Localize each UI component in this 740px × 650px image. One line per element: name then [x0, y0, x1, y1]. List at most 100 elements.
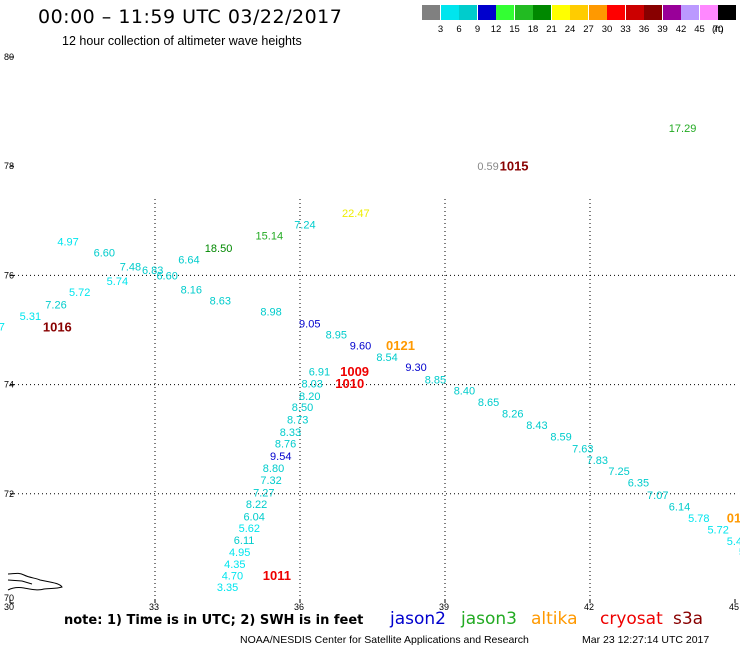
- wave-height-label: 8.59: [550, 431, 571, 443]
- pressure-label: 012: [727, 510, 740, 525]
- wave-height-label: 8.80: [263, 463, 284, 475]
- legend-swatch: [422, 5, 440, 20]
- wave-height-label: 5.62: [239, 523, 260, 535]
- wave-height-label: 8.16: [181, 285, 202, 297]
- satellite-cryosat: cryosat: [600, 609, 663, 629]
- wave-height-label: 15.14: [256, 231, 284, 243]
- wave-height-label: 9.60: [350, 340, 371, 352]
- wave-height-label: 8.20: [299, 391, 320, 403]
- wave-height-label: 8.03: [301, 379, 322, 391]
- pressure-label: 1009: [340, 364, 369, 379]
- lon-tick-label: 42: [584, 602, 594, 612]
- wave-height-label: 7.07: [647, 490, 668, 502]
- legend-unit: (ft): [712, 24, 724, 35]
- wave-height-label: 6.60: [94, 247, 115, 259]
- wave-height-label: 7.26: [45, 299, 66, 311]
- wave-height-label: 6.14: [669, 501, 690, 513]
- wave-height-label: 8.22: [246, 499, 267, 511]
- legend-label: 27: [583, 24, 594, 35]
- legend-label: 21: [546, 24, 557, 35]
- wave-height-label: 8.85: [425, 375, 446, 387]
- wave-height-label: 5.72: [707, 524, 728, 536]
- legend-swatch: [514, 5, 533, 20]
- wave-height-label: 17.29: [669, 123, 697, 135]
- wave-height-label: 22.47: [342, 208, 370, 220]
- wave-height-label: 6.83: [142, 265, 163, 277]
- wave-height-label: 0.59: [477, 161, 498, 173]
- lat-tick-label: 80: [4, 52, 14, 62]
- wave-height-label: 5.57: [0, 322, 5, 334]
- wave-height-label: 6.91: [309, 366, 330, 378]
- wave-height-label: 5: [739, 547, 740, 559]
- legend-label: 15: [509, 24, 520, 35]
- wave-height-label: 8.76: [275, 439, 296, 451]
- footer-note: note: 1) Time is in UTC; 2) SWH is in fe…: [64, 613, 364, 628]
- wave-height-label: 8.63: [210, 296, 231, 308]
- lat-tick-label: 74: [4, 380, 14, 390]
- legend-label: 70: [712, 24, 724, 35]
- wave-height-label: 4.95: [229, 547, 250, 559]
- legend-label: 9: [474, 24, 481, 35]
- legend-label: 39: [657, 24, 668, 35]
- lon-tick-label: 33: [149, 602, 159, 612]
- wave-height-label: 8.98: [260, 306, 281, 318]
- legend-label: 12: [490, 24, 502, 35]
- coastline: [7, 572, 63, 591]
- wave-height-label: 7.83: [587, 455, 608, 467]
- page-title: 00:00 – 11:59 UTC 03/22/2017: [38, 6, 343, 28]
- legend-swatch: [477, 5, 496, 20]
- legend-swatch: [625, 5, 644, 20]
- legend-swatch: [440, 5, 459, 20]
- lon-tick-label: 30: [4, 602, 14, 612]
- legend-label: 24: [564, 24, 576, 35]
- coastline: [7, 579, 33, 585]
- legend-swatch: [570, 5, 588, 20]
- lat-tick-label: 72: [4, 489, 14, 499]
- wave-height-label: 8.40: [454, 386, 475, 398]
- pressure-label: 1010: [335, 376, 364, 391]
- wave-height-label: 5.43: [727, 536, 740, 548]
- wave-height-label: 7.63: [572, 443, 593, 455]
- legend-label: 6: [456, 24, 462, 35]
- lon-tick-label: 45: [729, 602, 739, 612]
- wave-height-label: 3.35: [217, 582, 238, 594]
- wave-height-label: 9.30: [405, 362, 426, 374]
- wave-height-label: 8.50: [292, 402, 313, 414]
- lon-tick-label: 39: [439, 602, 449, 612]
- timestamp-text: Mar 23 12:27:14 UTC 2017: [582, 634, 710, 646]
- legend-label: 18: [527, 24, 539, 35]
- pressure-label: 1015: [500, 159, 529, 174]
- wave-height-label: 6.04: [243, 512, 264, 524]
- wave-height-label: 6.35: [628, 477, 649, 489]
- wave-height-label: 8.26: [502, 409, 523, 421]
- wave-height-label: 6.11: [234, 535, 255, 547]
- lat-tick-label: 76: [4, 270, 14, 280]
- wave-height-label: 7.32: [260, 475, 281, 487]
- legend-swatch: [607, 5, 625, 20]
- wave-height-label: 4.97: [57, 237, 78, 249]
- legend-swatch: [662, 5, 681, 20]
- lat-tick-label: 70: [4, 593, 14, 603]
- legend-swatch: [644, 5, 662, 20]
- wave-height-label: 5.78: [688, 513, 709, 525]
- legend-swatch: [588, 5, 607, 20]
- wave-height-label: 7.25: [608, 466, 629, 478]
- wave-height-label: 6.64: [178, 255, 199, 267]
- legend-swatch: [681, 5, 699, 20]
- page-subtitle: 12 hour collection of altimeter wave hei…: [62, 34, 302, 48]
- satellite-jason3: jason3: [461, 609, 517, 629]
- wave-height-label: 18.50: [205, 243, 233, 255]
- legend-swatch: [496, 5, 514, 20]
- wave-height-label: 8.65: [478, 397, 499, 409]
- legend-label: 3: [437, 24, 444, 35]
- legend-label: 36: [638, 24, 650, 35]
- legend-label: 42: [675, 24, 687, 35]
- legend-swatch: [533, 5, 551, 20]
- wave-height-label: 7.27: [253, 488, 274, 500]
- wave-height-label: 9.05: [299, 318, 320, 330]
- wave-height-label: 6.60: [156, 270, 177, 282]
- credit-text: NOAA/NESDIS Center for Satellite Applica…: [240, 634, 529, 646]
- legend-swatch: [718, 5, 736, 20]
- wave-height-label: 7.24: [294, 220, 315, 232]
